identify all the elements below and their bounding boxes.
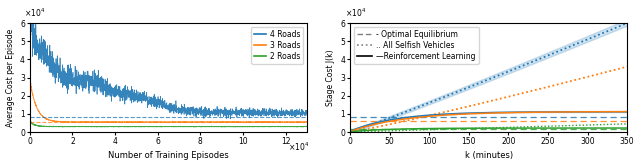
Y-axis label: Stage Cost J(k): Stage Cost J(k)	[326, 49, 335, 106]
Y-axis label: Average Cost per Episode: Average Cost per Episode	[6, 28, 15, 127]
X-axis label: Number of Training Episodes: Number of Training Episodes	[108, 151, 228, 161]
X-axis label: k (minutes): k (minutes)	[465, 151, 513, 161]
Text: $\times10^4$: $\times10^4$	[344, 6, 366, 19]
Legend: 4 Roads, 3 Roads, 2 Roads: 4 Roads, 3 Roads, 2 Roads	[251, 27, 303, 64]
Text: $\times10^4$: $\times10^4$	[289, 141, 310, 153]
Text: $\times10^4$: $\times10^4$	[24, 6, 45, 19]
Legend: - Optimal Equilibrium, .. All Selfish Vehicles, —Reinforcement Learning: - Optimal Equilibrium, .. All Selfish Ve…	[354, 27, 479, 64]
